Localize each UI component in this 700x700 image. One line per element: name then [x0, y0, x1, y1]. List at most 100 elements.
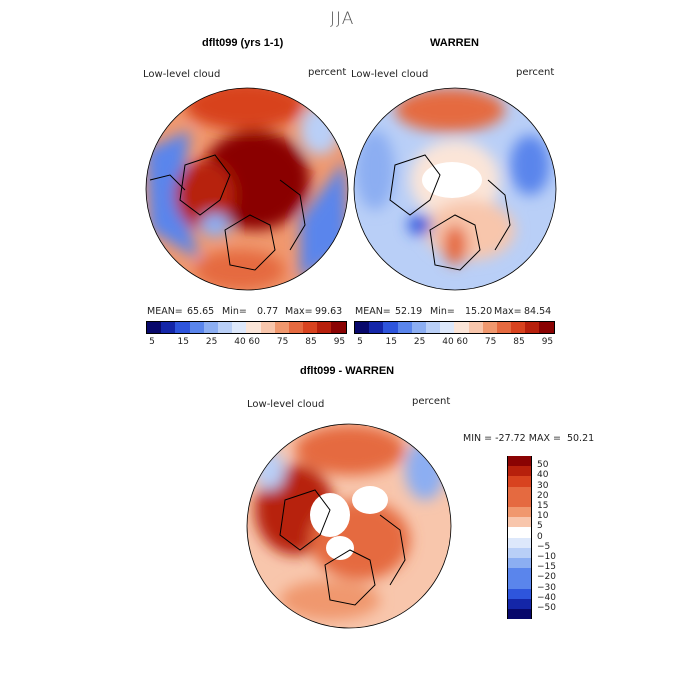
colorbar-swatch: [507, 558, 532, 569]
colorbar-swatch: [440, 322, 455, 333]
colorbar-tick-label: 60: [456, 337, 468, 347]
colorbar-tick-label: −20: [537, 572, 556, 583]
colorbar-tick-label: 40: [442, 337, 454, 347]
colorbar-swatch: [507, 588, 532, 599]
colorbar-swatch: [260, 322, 275, 333]
diff-panel-title: dflt099 - WARREN: [300, 365, 395, 377]
colorbar-swatch: [147, 322, 162, 333]
right-field-label: Low-level cloud: [351, 69, 429, 80]
colorbar-tick-label: 95: [541, 337, 554, 347]
colorbar-tick-label: 5: [357, 337, 363, 347]
right-unit-label: percent: [516, 67, 555, 78]
left-min-value: 0.77: [257, 306, 279, 317]
diff-map: [247, 424, 451, 628]
right-max-value: 84.54: [524, 306, 552, 317]
colorbar-swatch: [217, 322, 233, 333]
colorbar-swatch: [161, 322, 176, 333]
colorbar-swatch: [331, 322, 346, 333]
colorbar-tick-label: 15: [385, 337, 397, 347]
colorbar-tick-label: 0: [537, 531, 543, 542]
colorbar-tick-label: 25: [205, 337, 218, 347]
colorbar-swatch: [507, 476, 532, 487]
left-unit-label: percent: [308, 67, 347, 78]
right-max-label: Max=: [494, 306, 522, 317]
colorbar-swatch: [507, 466, 532, 477]
colorbar-tick-label: 85: [513, 337, 525, 347]
left-map: [146, 88, 348, 290]
colorbar-tick-label: 15: [537, 501, 549, 511]
left-max-label: Max=: [285, 306, 313, 317]
colorbar-tick-label: 5: [537, 521, 543, 532]
diff-minmax-text: MIN = -27.72 MAX = 50.21: [463, 433, 595, 444]
colorbar-tick-label: 60: [248, 337, 260, 347]
colorbar-swatch: [525, 322, 540, 333]
colorbar-tick-label: −50: [537, 603, 556, 613]
left-field-label: Low-level cloud: [143, 69, 221, 80]
colorbar-swatch: [507, 578, 532, 589]
colorbar-swatch: [507, 527, 532, 538]
colorbar-swatch: [175, 322, 190, 333]
colorbar-swatch: [507, 598, 532, 609]
colorbar-swatch: [246, 322, 261, 333]
right-min-value: 15.20: [465, 306, 493, 317]
colorbar-tick-label: −5: [537, 541, 551, 552]
colorbar-tick-label: 15: [177, 337, 189, 347]
colorbar-swatch: [482, 322, 497, 333]
colorbar-swatch: [511, 322, 526, 333]
colorbar-swatch: [507, 547, 532, 558]
colorbar-tick-label: 40: [234, 337, 246, 347]
right-mean-value: 52.19: [395, 306, 423, 317]
colorbar-tick-label: 20: [537, 490, 549, 501]
colorbar-swatch: [355, 322, 370, 333]
colorbar-tick-label: 25: [413, 337, 426, 347]
colorbar-swatch: [317, 322, 332, 333]
colorbar-swatch: [189, 322, 204, 333]
colorbar-swatch: [454, 322, 469, 333]
colorbar-swatch: [425, 322, 441, 333]
diff-field-label: Low-level cloud: [247, 399, 325, 410]
colorbar-tick-label: 75: [484, 337, 497, 347]
colorbar-tick-label: 95: [333, 337, 346, 347]
colorbar-tick-label: 5: [149, 337, 155, 347]
left-mean-value: 65.65: [187, 306, 215, 317]
colorbar-tick-label: 10: [537, 511, 549, 522]
colorbar-tick-label: 85: [305, 337, 317, 347]
colorbar-tick-label: 50: [537, 460, 549, 471]
colorbar-swatch: [507, 517, 532, 528]
right-panel-title: WARREN: [430, 37, 479, 49]
left-mean-label: MEAN=: [147, 306, 183, 317]
right-colorbar: 5 15 25 40 60 75 85 95: [354, 321, 555, 347]
colorbar-swatch: [507, 609, 532, 620]
left-panel-title: dflt099 (yrs 1-1): [202, 37, 284, 49]
colorbar-swatch: [369, 322, 384, 333]
colorbar-tick-label: 75: [276, 337, 289, 347]
colorbar-swatch: [383, 322, 398, 333]
colorbar-swatch: [507, 568, 532, 579]
right-map: [354, 88, 556, 290]
diff-unit-label: percent: [412, 396, 451, 407]
colorbar-swatch: [507, 456, 532, 467]
colorbar-tick-label: −15: [537, 562, 556, 573]
colorbar-swatch: [507, 537, 532, 548]
colorbar-swatch: [468, 322, 483, 333]
colorbar-swatch: [496, 322, 512, 333]
left-min-label: Min=: [222, 306, 247, 317]
right-mean-label: MEAN=: [355, 306, 391, 317]
colorbar-swatch: [203, 322, 218, 333]
colorbar-swatch: [507, 507, 532, 518]
colorbar-swatch: [303, 322, 318, 333]
left-max-value: 99.63: [315, 306, 343, 317]
right-min-label: Min=: [430, 306, 455, 317]
colorbar-swatch: [507, 486, 532, 497]
colorbar-tick-label: −10: [537, 552, 556, 562]
left-colorbar: 5 15 25 40 60 75 85 95: [146, 321, 347, 347]
colorbar-swatch: [507, 496, 532, 507]
colorbar-tick-label: 40: [537, 470, 549, 481]
colorbar-swatch: [274, 322, 289, 333]
colorbar-swatch: [288, 322, 304, 333]
colorbar-swatch: [397, 322, 412, 333]
page-title: JJA: [330, 9, 355, 29]
colorbar-swatch: [232, 322, 247, 333]
colorbar-tick-label: −30: [537, 582, 556, 593]
